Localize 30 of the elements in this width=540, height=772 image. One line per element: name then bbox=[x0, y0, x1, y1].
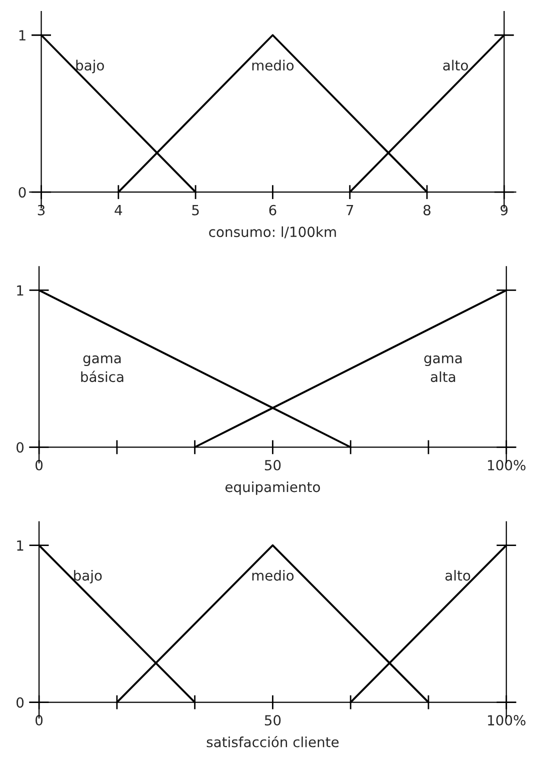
series-label: gama básica bbox=[81, 355, 124, 382]
y-tick-label: 0 bbox=[16, 442, 24, 453]
series-label: gama alta bbox=[424, 355, 462, 382]
series-label: bajo bbox=[74, 570, 102, 584]
x-tick-label: 7 bbox=[346, 205, 354, 216]
x-axis-title: satisfacción cliente bbox=[206, 736, 339, 748]
series-label: bajo bbox=[76, 60, 104, 74]
y-tick-label: 1 bbox=[19, 30, 26, 40]
series-label: alto bbox=[443, 60, 468, 71]
series-label: medio bbox=[252, 570, 294, 581]
x-tick-label: 0 bbox=[36, 715, 43, 726]
y-tick-label: 0 bbox=[18, 187, 26, 198]
x-tick-label: 3 bbox=[38, 204, 45, 216]
series-label: alto bbox=[445, 570, 470, 581]
x-tick-label: 100% bbox=[488, 715, 526, 726]
x-tick-label: 100% bbox=[488, 460, 526, 470]
x-tick-label: 4 bbox=[114, 205, 122, 216]
x-tick-label: 50 bbox=[264, 715, 281, 726]
x-axis-title: consumo: l/100km bbox=[209, 226, 336, 238]
x-tick-label: 6 bbox=[269, 204, 276, 216]
x-tick-label: 8 bbox=[424, 204, 430, 216]
y-tick-label: 1 bbox=[17, 285, 24, 296]
x-tick-label: 50 bbox=[264, 460, 281, 470]
x-tick-label: 5 bbox=[192, 205, 199, 216]
x-axis-title: equipamiento bbox=[225, 481, 320, 495]
x-tick-label: 9 bbox=[500, 204, 508, 216]
y-tick-label: 1 bbox=[17, 540, 24, 551]
y-tick-label: 0 bbox=[16, 697, 24, 708]
x-tick-label: 0 bbox=[36, 460, 43, 470]
series-label: medio bbox=[252, 60, 294, 71]
